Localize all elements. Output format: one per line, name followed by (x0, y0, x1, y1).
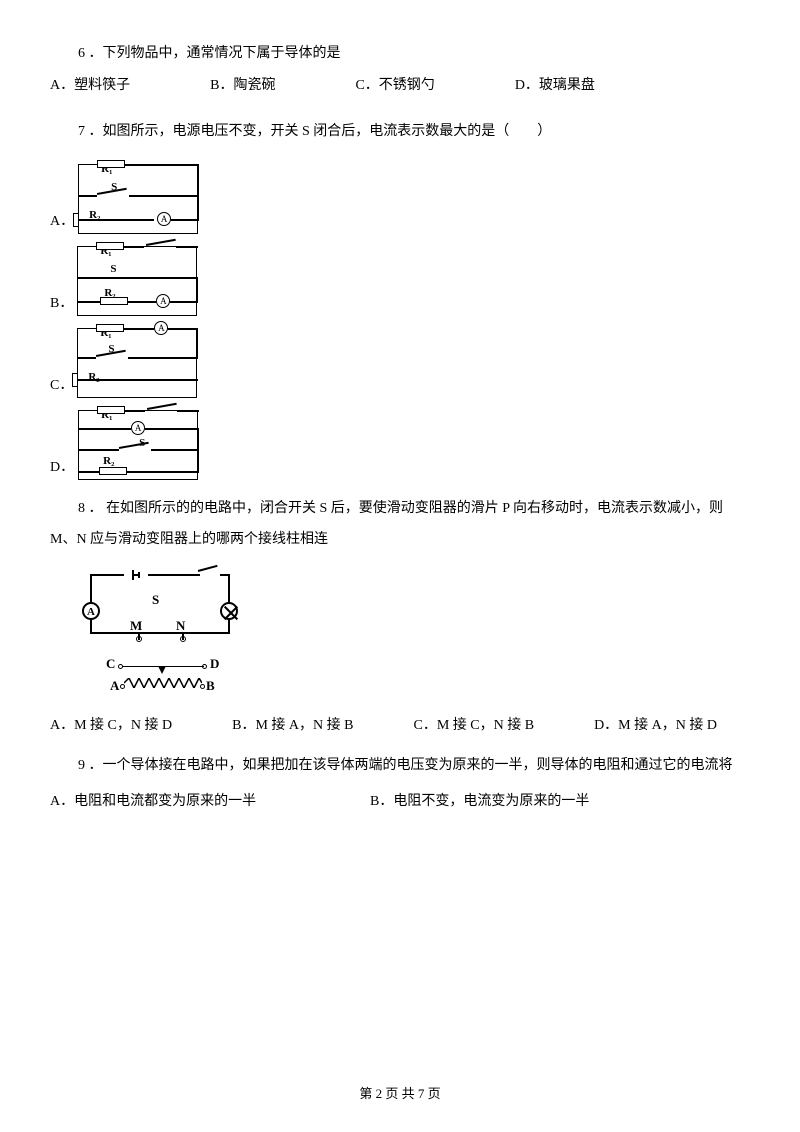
q6-option-c: C．不锈钢勺 (355, 72, 434, 100)
circuit-diagram-d: R₁ A S R₂ (78, 410, 198, 480)
circuit-diagram-c: R₁ A S R₂ (77, 328, 197, 398)
q7-circuit-d: D． R₁ A S R₂ (50, 410, 750, 480)
q7-label-c: C． (50, 374, 73, 398)
q6-text: 6 ．下列物品中，通常情况下属于导体的是 (50, 40, 750, 68)
q6-option-b: B．陶瓷碗 (210, 72, 275, 100)
q7-text: 7 ．如图所示，电源电压不变，开关 S 闭合后，电流表示数最大的是（ ） (50, 118, 750, 146)
circuit-diagram-b: R₁ S R₂ A (77, 246, 197, 316)
q6-option-d: D．玻璃果盘 (515, 72, 595, 100)
q8-text-line2: M、N 应与滑动变阻器上的哪两个接线柱相连 (50, 525, 750, 556)
circuit-diagram-a: R₁ S R₂ A (78, 164, 198, 234)
q7-label-d: D． (50, 456, 74, 480)
q9-option-a: A．电阻和电流都变为原来的一半 (50, 788, 370, 816)
q7-circuit-a: A． R₁ S R₂ A (50, 164, 750, 234)
q8-text-line1: 8 ． 在如图所示的的电路中，闭合开关 S 后，要使滑动变阻器的滑片 P 向右移… (50, 494, 750, 525)
q9-options: A．电阻和电流都变为原来的一半 B．电阻不变，电流变为原来的一半 (50, 788, 750, 816)
page-footer: 第 2 页 共 7 页 (0, 1083, 800, 1102)
q9-text: 9 ．一个导体接在电路中，如果把加在该导体两端的电压变为原来的一半，则导体的电阻… (50, 752, 750, 780)
q8-option-b: B．M 接 A，N 接 B (232, 714, 353, 734)
resistor-icon (124, 678, 202, 688)
q8-option-c: C．M 接 C，N 接 B (413, 714, 534, 734)
question-9: 9 ．一个导体接在电路中，如果把加在该导体两端的电压变为原来的一半，则导体的电阻… (50, 752, 750, 816)
q8-options: A．M 接 C，N 接 D B．M 接 A，N 接 B C．M 接 C，N 接 … (50, 714, 750, 734)
q7-circuit-b: B． R₁ S R₂ A (50, 246, 750, 316)
q7-label-b: B． (50, 292, 73, 316)
q7-circuit-c: C． R₁ A S R₂ (50, 328, 750, 398)
q9-option-b: B．电阻不变，电流变为原来的一半 (370, 788, 589, 816)
q8-option-d: D．M 接 A，N 接 D (594, 714, 717, 734)
question-8: 8 ． 在如图所示的的电路中，闭合开关 S 后，要使滑动变阻器的滑片 P 向右移… (50, 494, 750, 556)
q7-label-a: A． (50, 210, 74, 234)
q6-options: A．塑料筷子 B．陶瓷碗 C．不锈钢勺 D．玻璃果盘 (50, 72, 750, 100)
q8-circuit-diagram: S A M N C D A B (80, 574, 240, 704)
question-7: 7 ．如图所示，电源电压不变，开关 S 闭合后，电流表示数最大的是（ ） (50, 118, 750, 146)
question-6: 6 ．下列物品中，通常情况下属于导体的是 A．塑料筷子 B．陶瓷碗 C．不锈钢勺… (50, 40, 750, 100)
q8-option-a: A．M 接 C，N 接 D (50, 714, 172, 734)
slider-arrow-icon (158, 666, 166, 674)
q6-option-a: A．塑料筷子 (50, 72, 130, 100)
lamp-icon (220, 602, 238, 620)
